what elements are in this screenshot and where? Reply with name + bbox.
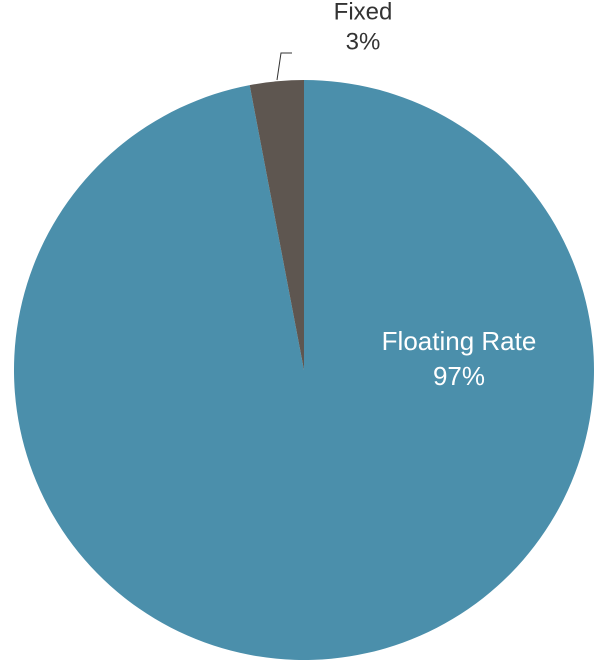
leader-line	[276, 52, 292, 81]
pie-slice	[13, 80, 594, 660]
pie-slice	[249, 80, 304, 370]
slice-label: Floating Rate	[382, 326, 537, 356]
value-label: 97%	[433, 361, 485, 391]
slice-label: Fixed	[334, 0, 393, 25]
value-label: 3%	[346, 28, 381, 55]
